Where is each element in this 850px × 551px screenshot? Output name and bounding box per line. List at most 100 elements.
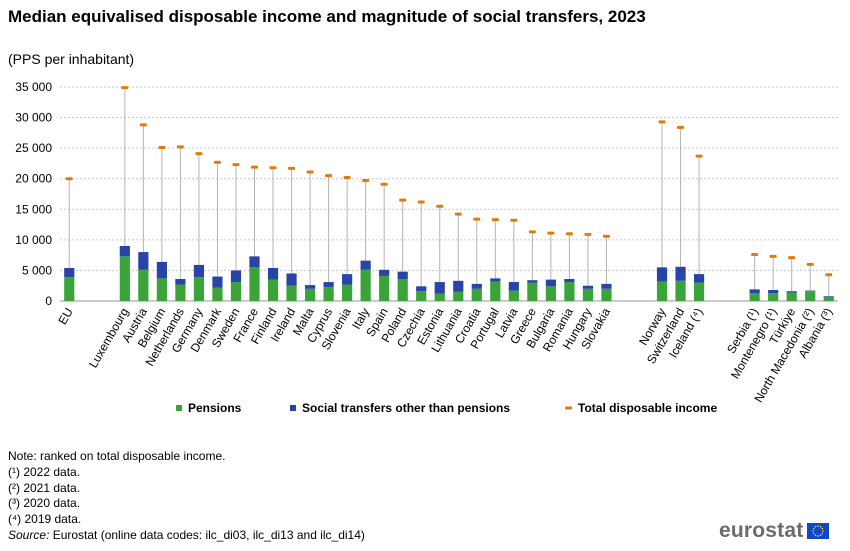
total-income-marker [677,125,685,129]
flag-star [817,525,820,527]
bar-social-transfers [823,296,834,297]
total-income-marker [806,262,814,266]
total-income-marker [195,152,203,156]
logo-text: eurostat [719,519,804,542]
flag-star [813,527,815,530]
bar-pensions [786,292,797,301]
bar-social-transfers [490,278,501,282]
y-tick-label: 10 000 [15,233,52,247]
bar-social-transfers [786,291,797,293]
total-income-marker [825,273,833,277]
bar-social-transfers [175,278,186,285]
bar-social-transfers [64,267,75,278]
bar-pensions [212,287,223,301]
bar-social-transfers [693,274,705,283]
flag-star [822,530,825,532]
note-ranking: Note: ranked on total disposable income. [8,449,226,463]
y-tick-label: 20 000 [15,172,52,186]
total-income-marker [65,177,73,181]
total-income-marker [213,160,221,164]
y-tick-label: 0 [45,294,52,308]
flag-star [815,534,817,537]
total-income-marker [306,170,314,174]
bar-pensions [397,278,408,301]
flag-star [820,525,822,528]
bar-pensions [545,286,556,301]
flag-star [813,532,815,535]
bar-social-transfers [416,286,427,292]
total-income-marker [788,256,796,260]
bar-social-transfers [582,285,594,289]
bar-pensions [286,285,297,301]
total-income-marker [325,174,333,178]
legend-social-transfers-swatch [290,405,296,411]
legend-social-transfers-label: Social transfers other than pensions [302,401,510,415]
bar-social-transfers [138,252,149,270]
bar-pensions [749,293,760,301]
y-tick-label: 30 000 [15,111,52,125]
chart-area: 0 5 000 10 000 15 000 20 000 25 000 30 000 35 0… [15,80,838,415]
bar-social-transfers [342,274,353,285]
bar-pensions [230,282,242,301]
bar-social-transfers [323,282,334,287]
flag-star [821,532,824,535]
total-income-marker [584,232,592,236]
chart-title: Median equivalised disposable income and… [8,7,646,26]
bar-social-transfers [119,245,130,257]
total-income-marker [139,123,147,127]
note-2022: (¹) 2022 data. [8,464,81,479]
note-2020: (³) 2020 data. [8,496,81,511]
total-income-marker [528,230,536,234]
total-income-marker [473,217,481,221]
bar-social-transfers [805,290,816,292]
bar-social-transfers [749,289,760,294]
y-tick-label: 25 000 [15,141,52,155]
bar-pensions [527,282,538,301]
flag-star [812,530,815,532]
bar-social-transfers [156,261,167,279]
total-income-marker [436,204,444,208]
flag-star [817,535,820,537]
bar-pensions [601,288,612,301]
total-income-marker [380,182,388,186]
total-income-marker [695,154,703,158]
y-axis-ticks: 0 5 000 10 000 15 000 20 000 25 000 30 000 35 0… [15,80,52,308]
bar-social-transfers [545,279,556,287]
bar-pensions [508,290,519,301]
total-income-marker [121,86,129,90]
bar-pensions [138,269,149,301]
bar-pensions [379,275,390,301]
total-income-marker [269,166,277,170]
x-tick-label: EU [55,306,75,327]
gridlines [60,86,838,302]
note-2019: (⁴) 2019 data. [8,512,82,527]
note-2021: (²) 2021 data. [8,480,81,495]
bar-social-transfers [434,282,445,294]
total-income-marker [454,212,462,216]
total-income-marker [251,165,258,169]
bar-pensions [564,282,575,301]
total-income-marker [343,175,351,179]
bar-pensions [342,284,353,301]
bars [64,86,834,301]
bar-pensions [582,288,594,301]
bar-pensions [360,269,371,301]
bar-social-transfers [230,270,242,283]
bar-social-transfers [656,267,668,282]
bar-pensions [175,284,186,301]
bar-social-transfers [212,276,223,288]
flag-star [815,525,817,528]
bar-pensions [193,277,205,301]
source-line: Source: Eurostat (online data codes: ilc… [8,528,365,544]
total-income-marker [399,198,407,202]
x-axis-labels: EU LuxembourgAustriaBelgiumNetherlandsGer… [55,305,835,405]
eu-flag-icon [807,523,830,539]
total-income-marker [232,163,240,167]
bar-social-transfers [471,283,482,289]
bar-social-transfers [267,267,279,280]
bar-pensions [471,288,482,301]
bar-pensions [490,281,501,301]
bar-social-transfers [453,280,464,292]
legend-pensions-label: Pensions [188,401,242,415]
total-income-marker [158,146,166,150]
